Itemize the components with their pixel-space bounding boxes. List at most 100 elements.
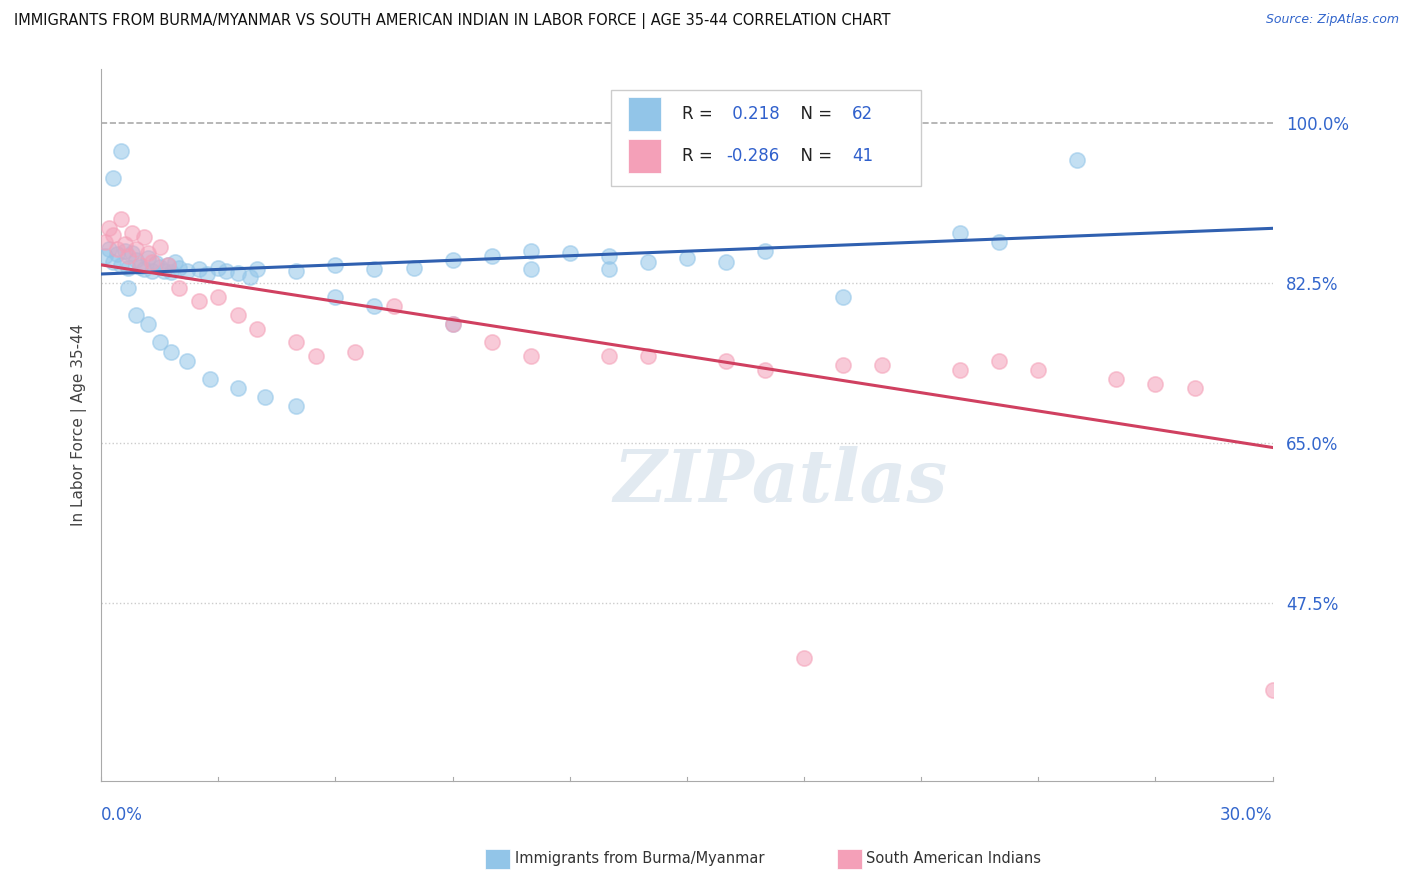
Point [441, 317, 464, 331]
Point [207, 290, 229, 304]
Point [1144, 376, 1167, 391]
Point [156, 258, 179, 272]
Point [519, 244, 541, 259]
Text: ZIPatlas: ZIPatlas [613, 446, 948, 517]
Point [187, 262, 209, 277]
Point [285, 264, 308, 278]
Point [519, 262, 541, 277]
Point [714, 353, 737, 368]
Point [97, 221, 120, 235]
Text: 0.218: 0.218 [727, 105, 779, 123]
Point [481, 249, 503, 263]
Text: 41: 41 [852, 147, 873, 165]
Point [97, 243, 120, 257]
Point [160, 265, 183, 279]
Point [132, 262, 155, 277]
Point [152, 264, 174, 278]
Point [160, 344, 183, 359]
Point [246, 322, 269, 336]
Point [949, 363, 972, 377]
Point [754, 363, 776, 377]
Point [949, 226, 972, 240]
Point [114, 244, 136, 259]
Point [114, 236, 136, 251]
Point [226, 381, 249, 395]
Point [176, 264, 198, 278]
Point [363, 299, 385, 313]
Point [254, 390, 277, 404]
Text: R =: R = [682, 105, 718, 123]
Point [145, 256, 167, 270]
Point [598, 262, 620, 277]
Point [714, 255, 737, 269]
Point [637, 349, 659, 363]
Y-axis label: In Labor Force | Age 35-44: In Labor Force | Age 35-44 [72, 324, 87, 526]
Point [149, 260, 172, 274]
Point [988, 235, 1011, 249]
Point [117, 249, 139, 263]
Point [238, 269, 260, 284]
Point [94, 235, 117, 249]
Point [136, 246, 159, 260]
Text: R =: R = [682, 147, 718, 165]
Point [156, 258, 179, 272]
Point [110, 258, 132, 272]
Text: 62: 62 [852, 105, 873, 123]
Point [101, 171, 124, 186]
Point [558, 246, 581, 260]
Point [121, 246, 143, 260]
Point [176, 353, 198, 368]
Point [598, 249, 620, 263]
Point [402, 260, 425, 275]
Point [94, 249, 117, 263]
Point [125, 243, 148, 257]
Text: -0.286: -0.286 [727, 147, 780, 165]
Point [105, 247, 128, 261]
Point [637, 255, 659, 269]
Point [226, 308, 249, 322]
Point [110, 144, 132, 158]
Text: N =: N = [790, 105, 838, 123]
Point [832, 290, 855, 304]
Point [105, 243, 128, 257]
Point [870, 359, 893, 373]
Point [101, 255, 124, 269]
Point [141, 264, 163, 278]
Point [136, 317, 159, 331]
Point [165, 255, 187, 269]
Point [195, 267, 218, 281]
Point [149, 335, 172, 350]
Point [149, 239, 172, 253]
Point [136, 252, 159, 266]
Point [441, 253, 464, 268]
Point [101, 227, 124, 242]
Point [1105, 372, 1128, 386]
Point [363, 262, 385, 277]
Point [382, 299, 405, 313]
Point [167, 260, 190, 275]
Point [285, 400, 308, 414]
Point [167, 281, 190, 295]
Text: Source: ZipAtlas.com: Source: ZipAtlas.com [1265, 13, 1399, 27]
Point [481, 335, 503, 350]
Point [125, 253, 148, 268]
Point [215, 264, 238, 278]
Point [187, 294, 209, 309]
Point [754, 244, 776, 259]
Point [200, 372, 222, 386]
Point [441, 317, 464, 331]
Point [141, 255, 163, 269]
Point [1066, 153, 1088, 167]
Point [598, 349, 620, 363]
Point [519, 349, 541, 363]
Text: 0.0%: 0.0% [101, 806, 143, 824]
Text: Immigrants from Burma/Myanmar: Immigrants from Burma/Myanmar [515, 852, 763, 866]
Point [246, 262, 269, 277]
Point [676, 252, 699, 266]
Point [793, 650, 815, 665]
Bar [628, 139, 661, 173]
Point [132, 230, 155, 244]
Text: N =: N = [790, 147, 838, 165]
Point [121, 226, 143, 240]
Point [129, 260, 152, 274]
